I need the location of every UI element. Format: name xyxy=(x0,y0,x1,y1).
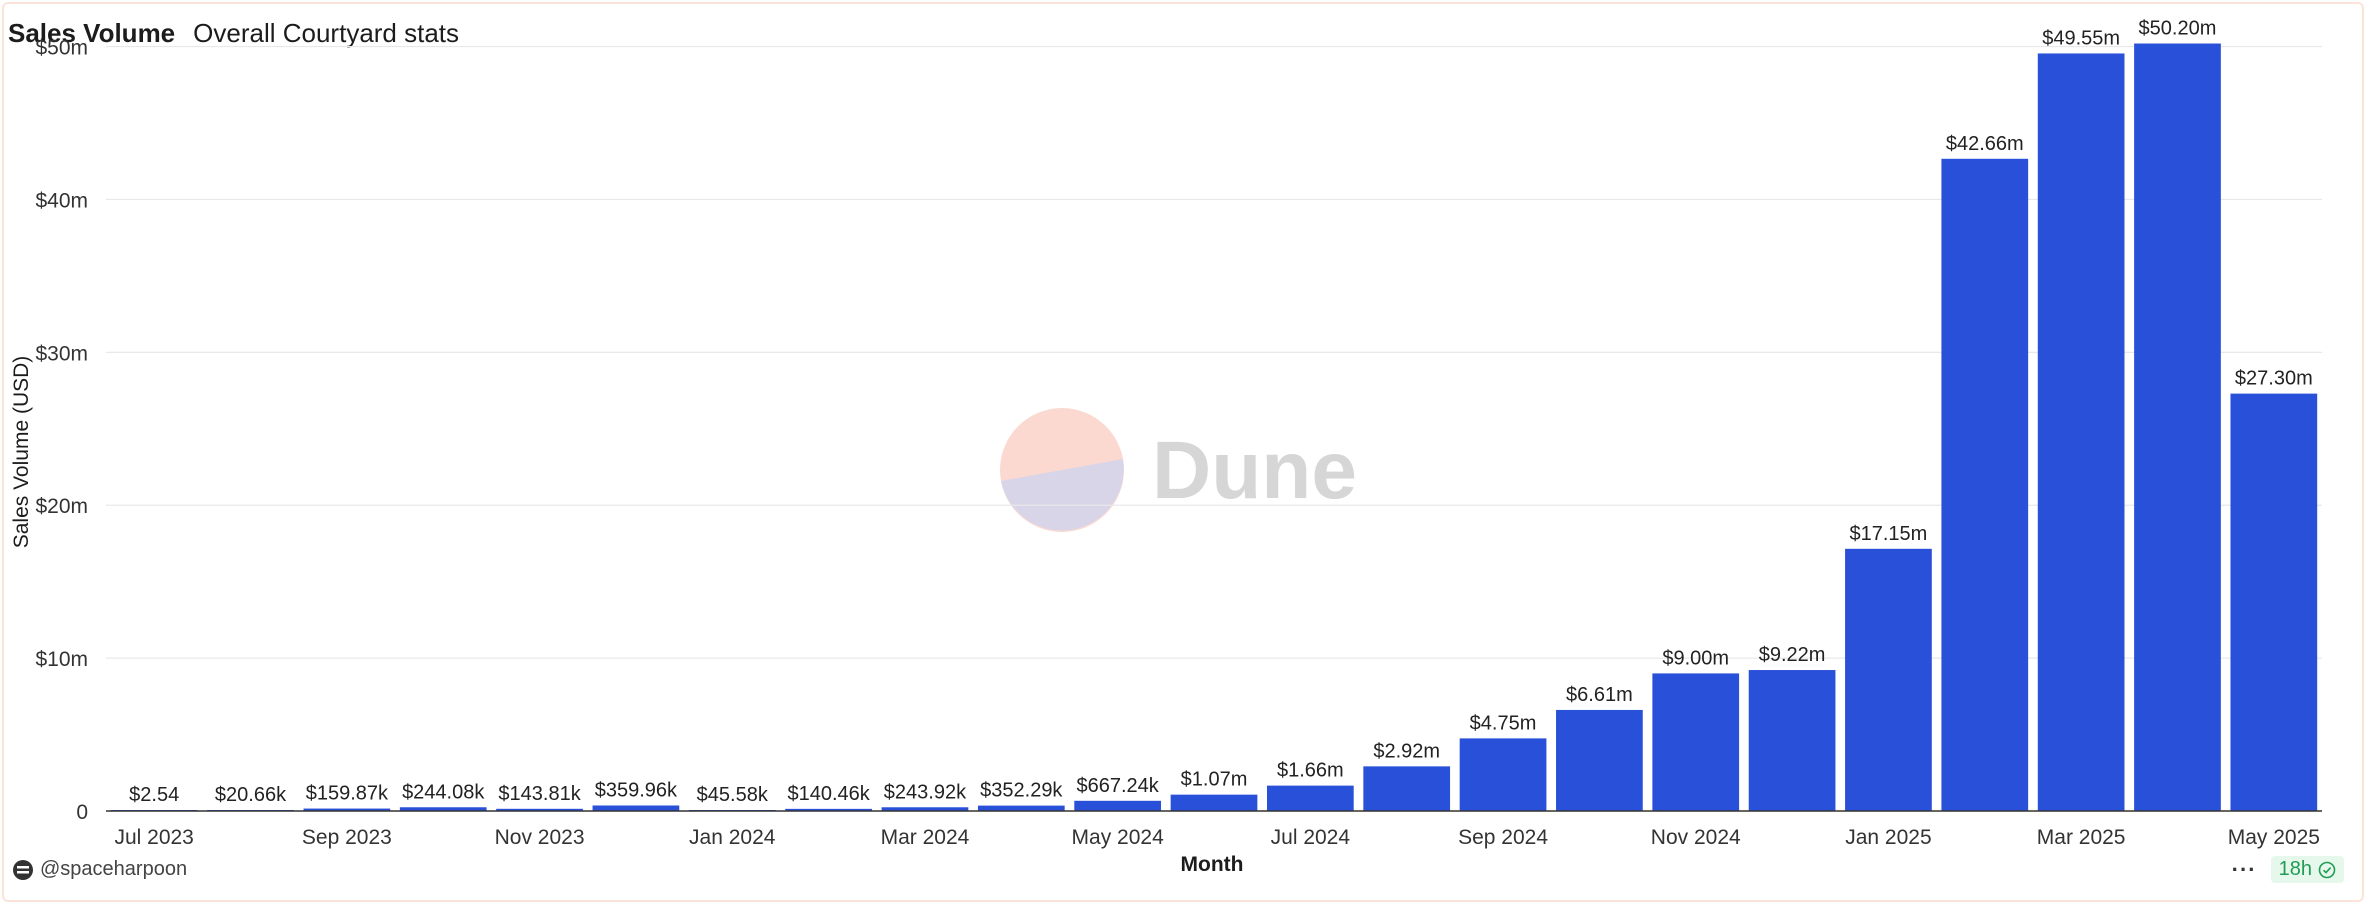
data-label: $352.29k xyxy=(980,780,1063,802)
data-label: $159.87k xyxy=(306,783,389,805)
bar[interactable] xyxy=(2230,393,2318,811)
chart-header: Sales Volume Overall Courtyard stats xyxy=(8,18,459,54)
bar[interactable] xyxy=(1170,794,1258,811)
footer-actions: ··· 18h xyxy=(2232,856,2344,883)
bar[interactable] xyxy=(303,808,391,811)
x-tick-label: Nov 2024 xyxy=(1651,826,1741,849)
data-label: $50.20m xyxy=(2139,18,2217,40)
author-link[interactable]: @spaceharpoon xyxy=(12,858,187,881)
data-label: $667.24k xyxy=(1077,775,1160,797)
y-axis-title: Sales Volume (USD) xyxy=(10,356,33,549)
bar[interactable] xyxy=(1459,738,1547,811)
data-label: $244.08k xyxy=(402,781,485,803)
x-tick-label: Jul 2024 xyxy=(1271,826,1351,849)
x-tick-label: Mar 2024 xyxy=(881,826,970,849)
data-label: $140.46k xyxy=(787,783,870,805)
bar[interactable] xyxy=(496,808,583,811)
refresh-age-text: 18h xyxy=(2278,858,2312,880)
x-axis-title: Month xyxy=(1181,853,1244,876)
y-tick-label: 0 xyxy=(76,801,88,824)
watermark-text: Dune xyxy=(1152,425,1357,516)
data-label: $1.66m xyxy=(1277,760,1344,782)
data-label: $143.81k xyxy=(498,783,581,805)
y-tick-label: $50m xyxy=(35,37,88,60)
data-label: $4.75m xyxy=(1470,712,1537,734)
y-tick-label: $10m xyxy=(35,648,88,671)
x-tick-label: Jan 2024 xyxy=(689,826,776,849)
data-labels: $2.54 $20.66k $159.87k $244.08k $143.81k $359… xyxy=(129,18,2313,806)
more-options-button[interactable]: ··· xyxy=(2231,856,2257,882)
check-circle-icon xyxy=(2318,861,2336,878)
x-tick-label: Nov 2023 xyxy=(495,826,585,849)
data-label: $20.66k xyxy=(215,784,287,806)
x-tick-label: Sep 2023 xyxy=(302,826,392,849)
bar[interactable] xyxy=(1556,709,1643,811)
data-label: $17.15m xyxy=(1850,523,1928,545)
bar[interactable] xyxy=(399,807,487,811)
chart-title: Sales Volume xyxy=(8,18,176,48)
bar[interactable] xyxy=(592,805,680,811)
y-axis-ticks: 0 $10m $20m $30m $40m $50m xyxy=(35,37,88,824)
bar[interactable] xyxy=(1266,785,1354,811)
bar[interactable] xyxy=(785,808,872,811)
x-axis-ticks: Jul 2023 Sep 2023 Nov 2023 Jan 2024 Mar 2024… xyxy=(114,826,2319,849)
x-tick-label: Sep 2024 xyxy=(1458,826,1548,849)
data-label: $9.00m xyxy=(1662,647,1729,669)
refresh-age-badge[interactable]: 18h xyxy=(2270,856,2344,883)
data-label: $243.92k xyxy=(884,781,967,803)
data-label: $49.55m xyxy=(2042,27,2120,49)
y-tick-label: $30m xyxy=(35,342,88,365)
data-label: $2.54 xyxy=(129,784,179,806)
x-tick-label: Jan 2025 xyxy=(1845,826,1931,849)
x-tick-label: May 2024 xyxy=(1072,826,1165,849)
author-name: @spaceharpoon xyxy=(40,858,188,880)
dune-user-icon xyxy=(13,859,33,880)
bar[interactable] xyxy=(2134,43,2221,812)
data-label: $27.30m xyxy=(2235,368,2313,390)
data-label: $42.66m xyxy=(1946,133,2024,155)
bar[interactable] xyxy=(1845,548,1932,811)
y-tick-label: $40m xyxy=(35,189,88,212)
bar[interactable] xyxy=(1748,670,1836,811)
data-label: $359.96k xyxy=(595,779,678,801)
bar[interactable] xyxy=(2037,53,2125,812)
bar[interactable] xyxy=(1941,158,2029,811)
bar[interactable] xyxy=(977,805,1065,811)
bar[interactable] xyxy=(1074,800,1162,811)
y-tick-label: $20m xyxy=(35,495,88,518)
data-label: $45.58k xyxy=(697,784,769,806)
data-label: $9.22m xyxy=(1759,644,1826,666)
dune-logo-lower-icon xyxy=(1001,459,1124,531)
x-tick-label: Mar 2025 xyxy=(2037,826,2126,849)
chart-subtitle: Overall Courtyard stats xyxy=(193,18,460,48)
data-label: $1.07m xyxy=(1181,769,1248,791)
dune-watermark: Dune xyxy=(1000,408,1357,532)
bars xyxy=(110,43,2318,812)
x-tick-label: Jul 2023 xyxy=(114,826,193,849)
bar[interactable] xyxy=(1363,766,1451,811)
bar[interactable] xyxy=(881,807,969,811)
data-label: $6.61m xyxy=(1566,684,1633,706)
data-label: $2.92m xyxy=(1373,740,1440,762)
bar[interactable] xyxy=(1652,673,1740,811)
x-tick-label: May 2025 xyxy=(2228,826,2320,849)
